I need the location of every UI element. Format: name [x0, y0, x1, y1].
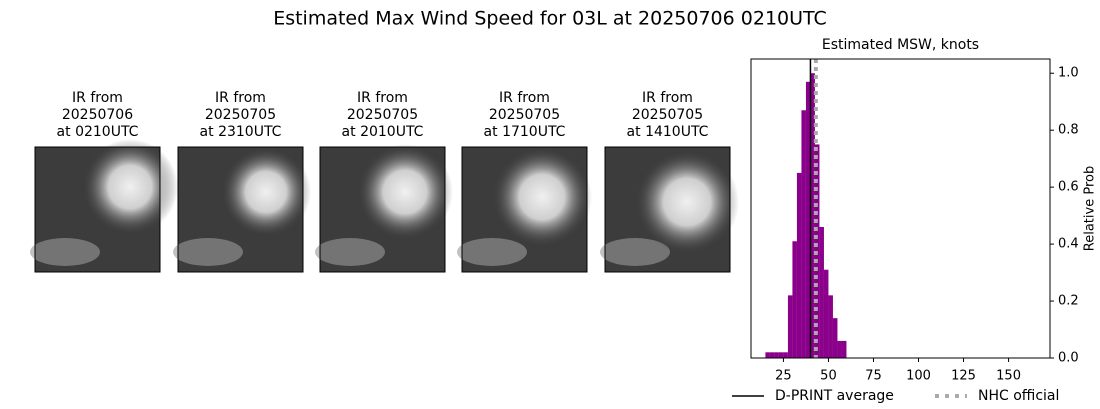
panel-title: IR from: [215, 90, 266, 106]
legend-label: D-PRINT average: [775, 388, 894, 404]
image-border: [461, 146, 588, 273]
x-tick-label: 75: [865, 369, 882, 384]
hist-bar: [819, 227, 824, 358]
x-tick-label: 25: [775, 369, 792, 384]
panel-title: IR from: [72, 90, 123, 106]
storm-cloud: [492, 147, 592, 247]
panel-title: 20250705: [347, 107, 418, 123]
plot-frame: [750, 58, 1051, 359]
panel-title: IR from: [499, 90, 550, 106]
hist-bar: [801, 110, 806, 358]
panel-title: 20250706: [62, 107, 133, 123]
legend-label: NHC official: [978, 388, 1059, 404]
cloud-band: [315, 238, 385, 266]
hist-bar: [787, 295, 793, 358]
storm-cloud: [82, 139, 178, 235]
y-tick-label: 0.6: [1058, 180, 1079, 195]
hist-bar: [774, 352, 779, 358]
hist-bar: [769, 352, 775, 358]
x-tick-label: 50: [820, 369, 837, 384]
panel-title: 20250705: [489, 107, 560, 123]
image-border: [34, 146, 161, 273]
panel-title: IR from: [357, 90, 408, 106]
image-border: [604, 146, 731, 273]
cloud-band: [30, 238, 100, 266]
y-tick-label: 0.4: [1058, 237, 1079, 252]
image-border: [177, 146, 304, 273]
hist-bar: [792, 241, 797, 358]
y-tick-label: 0.2: [1058, 294, 1079, 309]
x-tick-label: 125: [951, 369, 976, 384]
storm-cloud: [357, 144, 453, 240]
hist-bar: [841, 340, 847, 358]
panel-title: at 1710UTC: [484, 124, 566, 140]
cloud-band: [173, 238, 243, 266]
x-tick-label: 150: [996, 369, 1021, 384]
panel-title: IR from: [642, 90, 693, 106]
chart-title: Estimated MSW, knots: [822, 37, 979, 53]
panel-title: at 2310UTC: [200, 124, 282, 140]
hist-bar: [805, 81, 811, 359]
hist-bar: [783, 352, 788, 358]
hist-bar: [832, 318, 838, 358]
hist-bar: [823, 269, 829, 358]
x-tick-label: 100: [906, 369, 931, 384]
hist-bar: [765, 352, 770, 358]
hist-bar: [828, 295, 833, 358]
hist-bar: [796, 172, 802, 358]
panel-title: at 1410UTC: [627, 124, 709, 140]
storm-cloud: [221, 147, 311, 237]
panel-title: 20250705: [205, 107, 276, 123]
panel-title: at 0210UTC: [57, 124, 139, 140]
image-border: [319, 146, 446, 273]
y-axis-label: Relative Prob: [1083, 166, 1098, 251]
figure-title: Estimated Max Wind Speed for 03L at 2025…: [273, 8, 827, 30]
storm-cloud: [635, 150, 739, 254]
panel-title: at 2010UTC: [342, 124, 424, 140]
hist-bar: [837, 340, 842, 358]
y-tick-label: 0.0: [1058, 351, 1079, 366]
cloud-band: [600, 238, 670, 266]
hist-bar: [778, 352, 784, 358]
panel-title: 20250705: [632, 107, 703, 123]
y-tick-label: 1.0: [1058, 66, 1079, 81]
cloud-band: [457, 238, 527, 266]
y-tick-label: 0.8: [1058, 123, 1079, 138]
hist-bar: [810, 73, 815, 358]
